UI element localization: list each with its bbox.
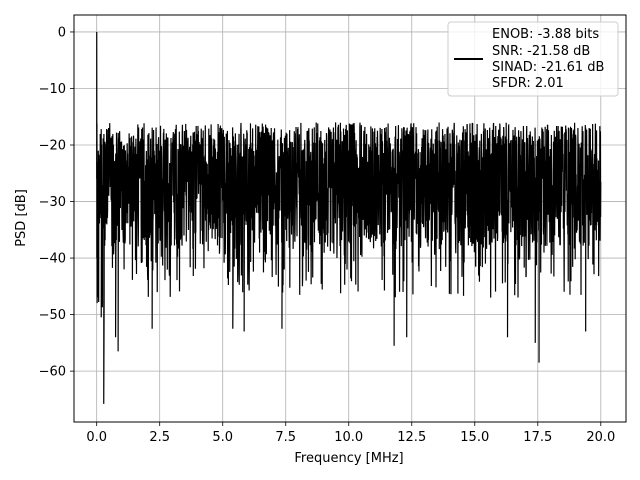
legend-entry-enob: ENOB: -3.88 bits bbox=[492, 27, 599, 42]
legend-entry-sinad: SINAD: -21.61 dB bbox=[492, 60, 604, 75]
plot-area-border bbox=[73, 14, 627, 423]
legend-entry-sfdr: SFDR: 2.01 bbox=[492, 76, 564, 91]
x-tick-label: 10.0 bbox=[334, 430, 363, 445]
y-tick-label: −20 bbox=[39, 139, 66, 154]
y-tick-label: −30 bbox=[39, 195, 66, 210]
x-tick-label: 5.0 bbox=[212, 430, 233, 445]
x-tick-label: 12.5 bbox=[397, 430, 426, 445]
x-tick-label: 0.0 bbox=[86, 430, 107, 445]
axes-frame bbox=[73, 14, 627, 423]
y-tick-label: −10 bbox=[39, 82, 66, 97]
y-axis-label: PSD [dB] bbox=[14, 189, 29, 247]
x-tick-label: 17.5 bbox=[523, 430, 552, 445]
x-tick-label: 7.5 bbox=[275, 430, 296, 445]
x-tick-label: 20.0 bbox=[586, 430, 615, 445]
y-tick-label: −60 bbox=[39, 365, 66, 380]
x-tick-label: 15.0 bbox=[460, 430, 489, 445]
y-tick-label: −50 bbox=[39, 308, 66, 323]
y-tick-label: 0 bbox=[58, 25, 66, 40]
x-tick-label: 2.5 bbox=[149, 430, 170, 445]
x-axis-ticks: 0.0 2.5 5.0 7.5 10.0 12.5 15.0 17.5 20.0 bbox=[86, 422, 615, 445]
psd-series bbox=[96, 31, 602, 404]
x-axis-label: Frequency [MHz] bbox=[294, 451, 403, 466]
legend-box bbox=[447, 21, 619, 97]
psd-line bbox=[96, 31, 602, 404]
y-axis-ticks: 0 −10 −20 −30 −40 −50 −60 bbox=[39, 25, 74, 380]
legend: ENOB: -3.88 bits SNR: -21.58 dB SINAD: -… bbox=[447, 21, 619, 97]
y-tick-label: −40 bbox=[39, 252, 66, 267]
legend-entry-snr: SNR: -21.58 dB bbox=[492, 44, 590, 59]
